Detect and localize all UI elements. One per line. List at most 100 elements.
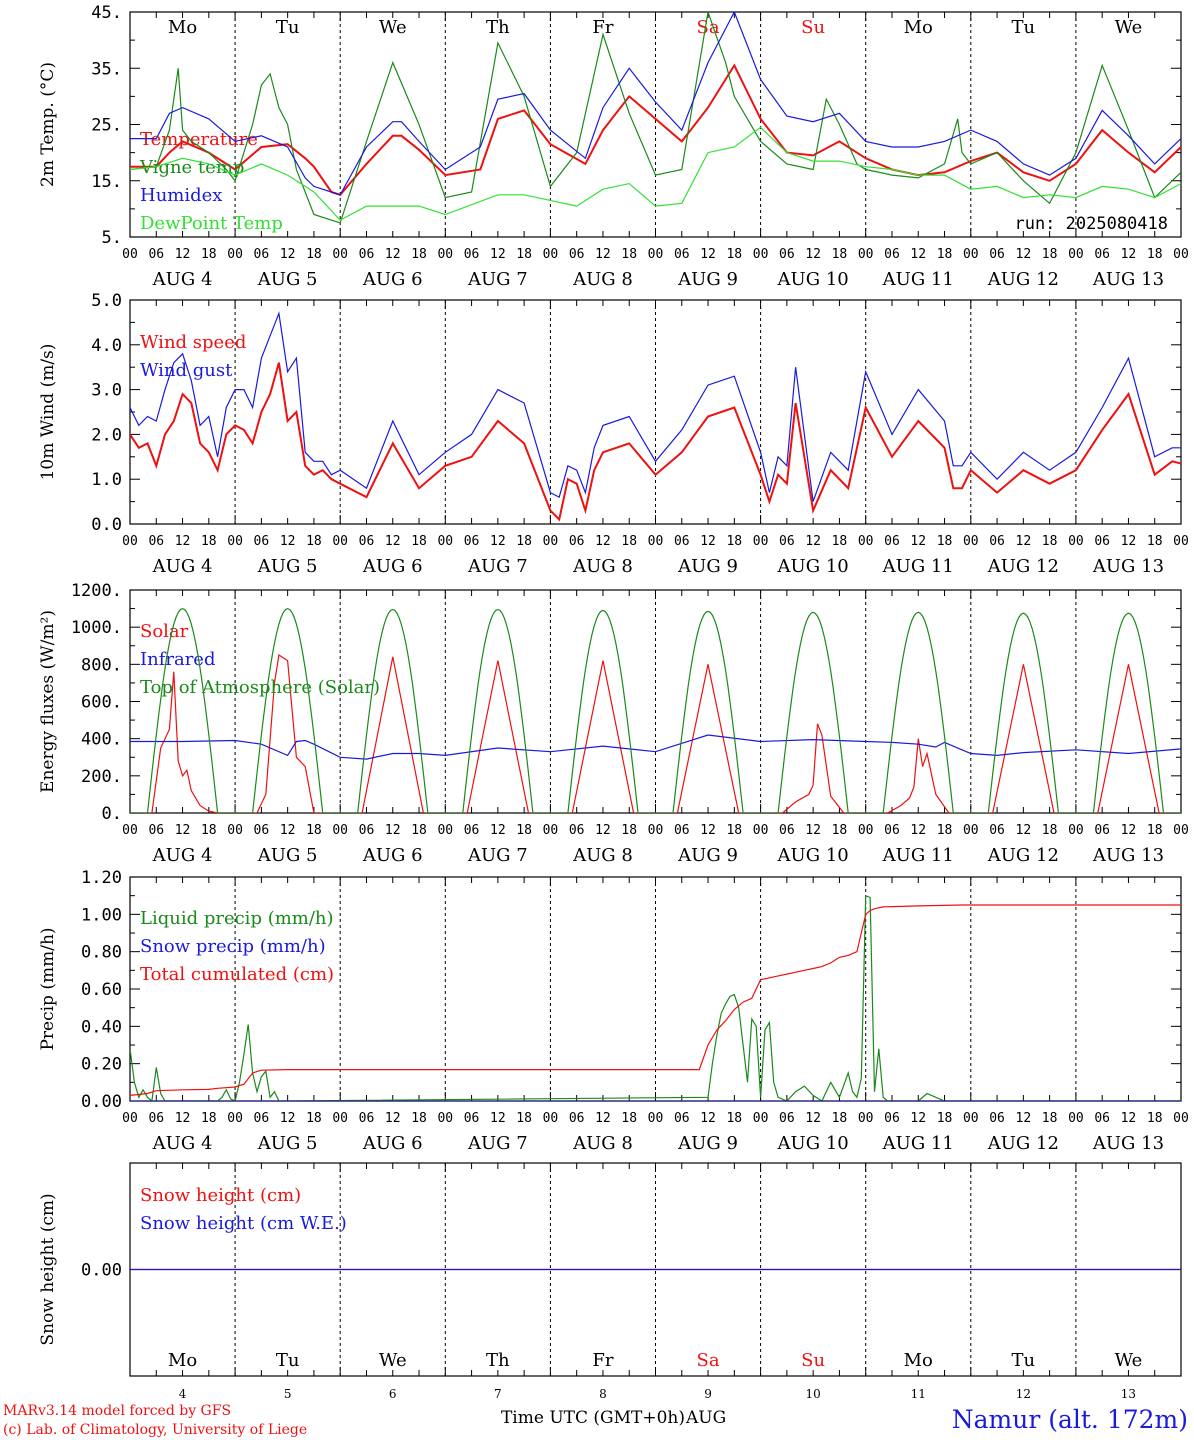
hour-tick-label: 00: [648, 1111, 664, 1126]
hour-tick-label: 06: [569, 823, 585, 838]
hour-tick-label: 00: [753, 534, 769, 549]
hour-tick-label: 00: [1068, 534, 1084, 549]
y-tick-label: 0.00: [81, 1092, 122, 1112]
hour-tick-label: 12: [280, 534, 296, 549]
day-name-label: Mo: [168, 1350, 197, 1371]
hour-tick-label: 18: [832, 823, 848, 838]
hour-tick-label: 00: [122, 1111, 138, 1126]
hour-tick-label: 06: [989, 823, 1005, 838]
hour-tick-label: 00: [858, 534, 874, 549]
day-name-label: We: [379, 17, 407, 38]
day-name-label: Sa: [697, 17, 720, 38]
hour-tick-label: 00: [437, 823, 453, 838]
day-name-label: Tu: [276, 1350, 300, 1371]
series-line-wind-speed: [130, 362, 1181, 522]
date-label: AUG 9: [677, 1133, 738, 1154]
hour-tick-label: 18: [516, 823, 532, 838]
day-number-label: 6: [389, 1387, 397, 1401]
day-number-label: 8: [599, 1387, 607, 1401]
y-tick-label: 400.: [81, 730, 122, 750]
hour-tick-label: 06: [884, 534, 900, 549]
hour-tick-label: 12: [700, 534, 716, 549]
hour-tick-label: 12: [490, 823, 506, 838]
day-name-label: Tu: [1012, 1350, 1036, 1371]
hour-tick-label: 06: [1094, 1111, 1110, 1126]
y-tick-label: 0.60: [81, 980, 122, 1000]
hour-tick-label: 12: [1121, 1111, 1137, 1126]
series-line-vigne-temp: [130, 12, 1181, 224]
y-tick-label: 25.: [91, 116, 122, 136]
day-number-label: 12: [1016, 1387, 1031, 1401]
hour-tick-label: 06: [1094, 534, 1110, 549]
y-tick-label: 600.: [81, 693, 122, 713]
hour-tick-label: 00: [122, 247, 138, 262]
y-tick-label: 0.80: [81, 943, 122, 963]
hour-tick-label: 00: [648, 823, 664, 838]
hour-tick-label: 06: [148, 1111, 164, 1126]
hour-tick-label: 00: [227, 247, 243, 262]
y-tick-label: 800.: [81, 655, 122, 675]
hour-tick-label: 00: [1173, 823, 1189, 838]
hour-tick-label: 12: [700, 823, 716, 838]
day-name-label: Mo: [904, 1350, 933, 1371]
date-label: AUG 11: [882, 1133, 954, 1154]
hour-tick-label: 18: [726, 823, 742, 838]
y-tick-label: 5.0: [91, 291, 122, 311]
hour-tick-label: 06: [989, 247, 1005, 262]
hour-tick-label: 12: [280, 1111, 296, 1126]
y-tick-label: 1.20: [81, 868, 122, 888]
hour-tick-label: 06: [148, 823, 164, 838]
hour-tick-label: 18: [516, 534, 532, 549]
hour-tick-label: 12: [175, 823, 191, 838]
legend-entry: Infrared: [140, 649, 215, 670]
hour-tick-label: 18: [201, 247, 217, 262]
hour-tick-label: 06: [884, 1111, 900, 1126]
hour-tick-label: 18: [411, 1111, 427, 1126]
series-line-liquid-precip-mm-h-: [130, 894, 1181, 1101]
panel-2: 0.0 1.0 2.0 3.0 4.0 5.0 10m Wind (m/s) 00 06 12 18…: [38, 291, 1189, 577]
hour-tick-label: 12: [910, 1111, 926, 1126]
date-label: AUG 9: [677, 556, 738, 577]
hour-tick-label: 12: [1016, 247, 1032, 262]
hour-tick-label: 06: [989, 534, 1005, 549]
hour-tick-label: 00: [437, 534, 453, 549]
hour-tick-label: 12: [1016, 534, 1032, 549]
hour-tick-label: 00: [543, 247, 559, 262]
hour-tick-label: 00: [332, 247, 348, 262]
hour-tick-label: 06: [989, 1111, 1005, 1126]
hour-tick-label: 18: [726, 1111, 742, 1126]
day-number-label: 9: [704, 1387, 712, 1401]
hour-tick-label: 06: [569, 534, 585, 549]
y-axis-label: 2m Temp. (°C): [38, 62, 58, 187]
hour-tick-label: 12: [805, 534, 821, 549]
hour-tick-label: 06: [254, 1111, 270, 1126]
date-label: AUG 4: [152, 556, 213, 577]
station-label: Namur (alt. 172m): [952, 1405, 1188, 1434]
date-label: AUG 6: [362, 556, 423, 577]
hour-tick-label: 12: [1016, 1111, 1032, 1126]
plot-frame: [129, 299, 1182, 525]
hour-tick-label: 00: [332, 1111, 348, 1126]
date-label: AUG 12: [987, 556, 1059, 577]
hour-tick-label: 12: [805, 1111, 821, 1126]
day-number-label: 4: [179, 1387, 187, 1401]
y-tick-label: 0.: [102, 804, 122, 824]
hour-tick-label: 00: [122, 823, 138, 838]
legend-entry: Wind gust: [140, 360, 233, 381]
hour-tick-label: 00: [1173, 1111, 1189, 1126]
panel-1: 5. 15. 25. 35. 45. 2m Temp. (°C) 00 06 12 18 AUG 4…: [38, 3, 1189, 290]
hour-tick-label: 06: [779, 1111, 795, 1126]
legend-entry: Top of Atmosphere (Solar): [140, 677, 380, 698]
hour-tick-label: 06: [779, 247, 795, 262]
hour-tick-label: 06: [884, 823, 900, 838]
hour-tick-label: 12: [490, 1111, 506, 1126]
hour-tick-label: 18: [411, 247, 427, 262]
hour-tick-label: 06: [359, 534, 375, 549]
day-name-label: Th: [486, 1350, 510, 1371]
day-name-label: Th: [486, 17, 510, 38]
y-axis-label: Precip (mm/h): [38, 927, 58, 1050]
day-name-label: Sa: [697, 1350, 720, 1371]
date-label: AUG 13: [1092, 845, 1164, 866]
hour-tick-label: 18: [201, 823, 217, 838]
hour-tick-label: 06: [569, 247, 585, 262]
